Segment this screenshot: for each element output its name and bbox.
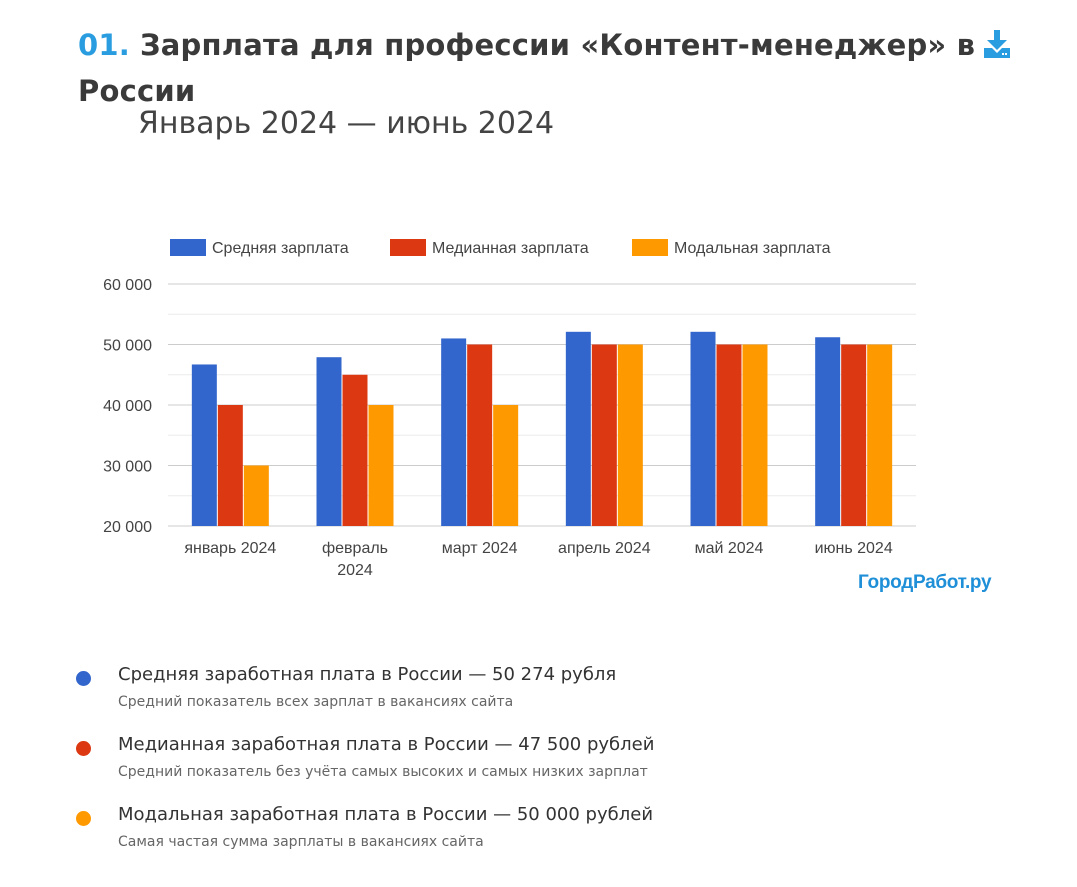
x-tick-label: июнь 2024: [815, 540, 893, 557]
bar-median: [467, 344, 493, 526]
title-block: 01. Зарплата для профессии «Контент-менед…: [78, 22, 1018, 114]
note-description: Средний показатель всех зарплат в ваканс…: [118, 694, 514, 710]
bar-mode: [742, 344, 768, 526]
note-title: Модальная заработная плата в России — 50…: [118, 804, 654, 825]
mode-dot-icon: [76, 811, 91, 826]
page-title: 01. Зарплата для профессии «Контент-менед…: [78, 22, 1018, 114]
x-axis-ticks: январь 2024 февраль 2024 март 2024 апрель 20…: [184, 540, 893, 579]
y-axis-ticks: 20 000 30 000 40 000 50 000 60 000: [103, 277, 152, 536]
y-tick-label: 40 000: [103, 398, 152, 415]
bar-mode: [617, 344, 643, 526]
chart-gridlines: [168, 283, 916, 527]
legend-swatch: [632, 239, 668, 256]
section-number: 01.: [78, 28, 130, 62]
y-tick-label: 60 000: [103, 277, 152, 294]
legend-label: Медианная зарплата: [432, 240, 589, 257]
note-description: Средний показатель без учёта самых высок…: [118, 764, 648, 780]
bar-mode: [867, 344, 893, 526]
bar-median: [841, 344, 867, 526]
bar-mode: [368, 405, 394, 526]
x-tick-label: апрель 2024: [558, 540, 651, 557]
bar-median: [591, 344, 617, 526]
mean-dot-icon: [76, 671, 91, 686]
y-tick-label: 20 000: [103, 519, 152, 536]
x-tick-label: февраль 2024: [322, 540, 388, 579]
median-dot-icon: [76, 741, 91, 756]
bar-median: [716, 344, 742, 526]
salary-bar-chart: Средняя зарплата Медианная зарплата Модаль…: [103, 239, 916, 579]
legend-label: Модальная зарплата: [674, 240, 831, 257]
legend-swatch: [390, 239, 426, 256]
y-tick-label: 30 000: [103, 459, 152, 476]
note-description: Самая частая сумма зарплаты в вакансиях …: [118, 834, 484, 850]
legend-swatch: [170, 239, 206, 256]
bar-median: [217, 405, 243, 526]
bar-mode: [493, 405, 519, 526]
chart-bars: [191, 331, 893, 526]
x-tick-label: март 2024: [442, 540, 518, 557]
x-tick-label: январь 2024: [184, 540, 276, 557]
title-text: Зарплата для профессии «Контент-менеджер…: [78, 28, 976, 108]
bar-mean: [815, 337, 841, 526]
note-title: Средняя заработная плата в России — 50 2…: [118, 664, 617, 685]
note-title: Медианная заработная плата в России — 47…: [118, 734, 655, 755]
date-range-subtitle: Январь 2024 — июнь 2024: [138, 106, 555, 141]
bar-mean: [565, 331, 591, 526]
bar-mean: [191, 364, 217, 526]
chart-legend: Средняя зарплата Медианная зарплата Модаль…: [170, 239, 831, 257]
y-tick-label: 50 000: [103, 338, 152, 355]
bar-mode: [243, 465, 269, 526]
bar-median: [342, 374, 368, 526]
bar-mean: [441, 338, 467, 526]
download-icon[interactable]: [982, 28, 1012, 60]
x-tick-label: май 2024: [695, 540, 764, 557]
brand-logo[interactable]: ГородРабот.ру: [858, 572, 992, 593]
bar-mean: [316, 357, 342, 526]
bar-mean: [690, 331, 716, 526]
legend-label: Средняя зарплата: [212, 240, 349, 257]
